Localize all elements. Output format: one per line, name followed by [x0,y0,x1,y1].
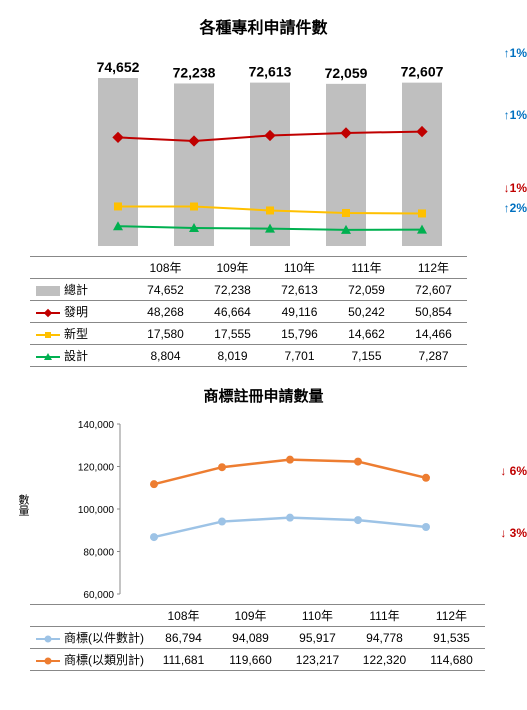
bar-icon [36,286,60,296]
table-row: 108年 109年 110年 111年 112年 [30,257,467,279]
chart1-annot-1: ↑1% [504,108,527,122]
chart2-area: 數量 60,00080,000100,000120,000140,000 ↓ 6… [70,414,497,604]
cat-label: 109年 [199,257,266,279]
svg-text:80,000: 80,000 [83,548,114,559]
triangle-icon [36,352,60,362]
chart2-svg: 60,000 80,000 100,000 120,000 140,000 [70,414,490,604]
legend-byclass: 商標(以類別計) [30,649,150,671]
svg-text:72,238: 72,238 [173,64,216,80]
chart1-legend-table: 108年 109年 110年 111年 112年 總計 74,652 72,23… [30,256,467,367]
chart2-annot-1: ↓ 3% [500,526,527,540]
svg-text:72,607: 72,607 [401,64,444,80]
chart1-annot-2: ↓1% [504,181,527,195]
cat-label: 108年 [132,257,199,279]
svg-text:60,000: 60,000 [83,590,114,601]
table-row: 108年 109年 110年 111年 112年 [30,605,485,627]
circle-icon [36,634,60,644]
svg-text:74,652: 74,652 [97,59,140,75]
cat-label: 112年 [400,257,467,279]
chart1-area: 74,65272,23872,61372,05972,607 ↑1% ↑1% ↓… [70,46,497,256]
chart1-svg: 74,652 72,238 72,613 72,059 72,607 [70,46,490,256]
svg-text:120,000: 120,000 [78,463,115,474]
table-row: 設計 8,804 8,019 7,701 7,155 7,287 [30,345,467,367]
table-row: 商標(以類別計) 111,681 119,660 123,217 122,320… [30,649,485,671]
chart2-annot-0: ↓ 6% [500,464,527,478]
chart2-legend-table: 108年 109年 110年 111年 112年 商標(以件數計) 86,794… [30,604,485,671]
table-row: 商標(以件數計) 86,794 94,089 95,917 94,778 91,… [30,627,485,649]
legend-bycase: 商標(以件數計) [30,627,150,649]
table-row: 新型 17,580 17,555 15,796 14,662 14,466 [30,323,467,345]
cat-label: 111年 [333,257,400,279]
chart2-ylabel: 數量 [15,494,31,516]
svg-text:72,059: 72,059 [325,65,368,81]
chart1-annot-3: ↑2% [504,201,527,215]
table-row: 發明 48,268 46,664 49,116 50,242 50,854 [30,301,467,323]
diamond-icon [36,308,60,318]
svg-text:100,000: 100,000 [78,505,115,516]
chart1-title: 各種專利申請件數 [10,14,517,38]
cat-label: 110年 [266,257,333,279]
svg-text:140,000: 140,000 [78,420,115,431]
legend-utility: 新型 [30,323,132,345]
svg-text:72,613: 72,613 [249,64,292,80]
legend-invention: 發明 [30,301,132,323]
table-row: 總計 74,652 72,238 72,613 72,059 72,607 [30,279,467,301]
legend-total: 總計 [30,279,132,301]
legend-design: 設計 [30,345,132,367]
chart1-annot-0: ↑1% [504,46,527,60]
square-icon [36,330,60,340]
chart2-title: 商標註冊申請數量 [10,385,517,406]
circle-icon [36,656,60,666]
